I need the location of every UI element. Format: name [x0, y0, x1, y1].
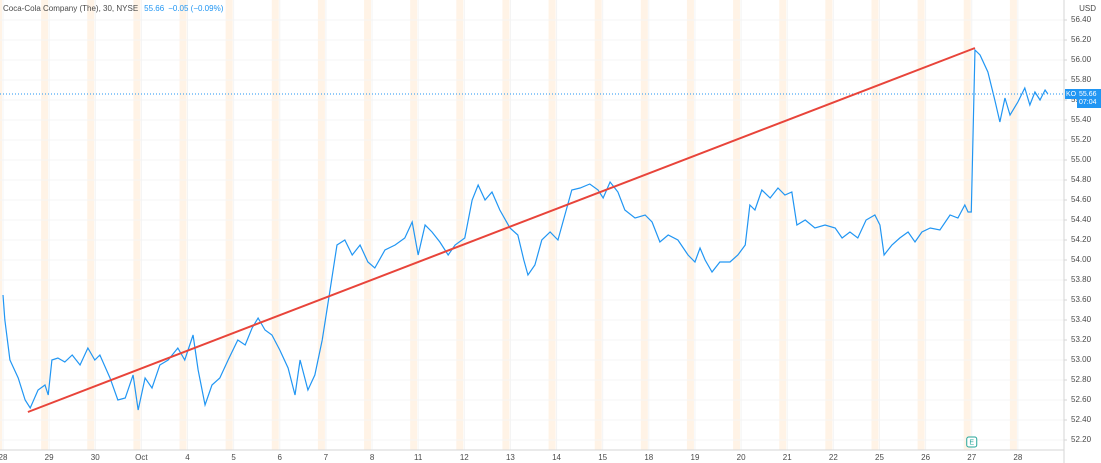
y-tick-label: 54.40 [1071, 215, 1092, 224]
session-band [317, 0, 325, 450]
chart-title: Coca-Cola Company (The), 30, NYSE [3, 4, 138, 13]
y-tick-label: 52.40 [1071, 415, 1092, 424]
y-tick-label: 54.60 [1071, 195, 1092, 204]
earnings-marker [966, 436, 978, 448]
x-tick-label: 29 [45, 453, 54, 462]
session-band [41, 0, 49, 450]
x-tick-label: 21 [783, 453, 792, 462]
y-tick-label: 52.20 [1071, 435, 1092, 444]
earnings-label: E [969, 439, 974, 446]
x-tick-label: 8 [370, 453, 375, 462]
y-tick-label: 55.80 [1071, 75, 1092, 84]
x-tick-label: 26 [921, 453, 930, 462]
y-tick-label: 53.40 [1071, 315, 1092, 324]
currency: USD [1079, 4, 1096, 13]
session-band [410, 0, 418, 450]
x-tick-label: 19 [691, 453, 700, 462]
y-tick-label: 52.60 [1071, 395, 1092, 404]
x-tick-label: 28 [1013, 453, 1022, 462]
session-band [0, 0, 2, 450]
countdown-label: 07:04 [1079, 99, 1097, 106]
session-band [640, 0, 648, 450]
session-band [87, 0, 95, 450]
y-tick-label: 54.20 [1071, 235, 1092, 244]
y-tick-label: 54.80 [1071, 175, 1092, 184]
session-band [456, 0, 464, 450]
session-band [733, 0, 741, 450]
x-tick-label: 5 [231, 453, 236, 462]
trend-line [27, 47, 976, 413]
x-tick-label: 18 [644, 453, 653, 462]
session-band [364, 0, 372, 450]
symbol-box [1065, 89, 1077, 99]
x-tick-label: 13 [506, 453, 515, 462]
session-band [548, 0, 556, 450]
session-band [963, 0, 971, 450]
session-band [271, 0, 279, 450]
y-tick-label: 53.80 [1071, 275, 1092, 284]
session-band [779, 0, 787, 450]
x-tick-label: 28 [0, 453, 8, 462]
x-tick-label: 6 [278, 453, 283, 462]
y-tick-label: 56.20 [1071, 35, 1092, 44]
session-band [502, 0, 510, 450]
y-tick-label: 52.80 [1071, 375, 1092, 384]
x-tick-label: 25 [875, 453, 884, 462]
x-tick-label: 4 [185, 453, 190, 462]
symbol-label: KO [1066, 91, 1077, 98]
session-band [871, 0, 879, 450]
y-tick-label: 55.40 [1071, 115, 1092, 124]
price-line [2, 48, 1049, 411]
y-tick-label: 55.00 [1071, 155, 1092, 164]
x-tick-label: 14 [552, 453, 561, 462]
y-tick-label: 55.20 [1071, 135, 1092, 144]
x-tick-label: 12 [460, 453, 469, 462]
last-price: 55.66 [144, 4, 165, 13]
session-band [825, 0, 833, 450]
session-band [594, 0, 602, 450]
price-change: −0.05 (−0.09%) [168, 4, 223, 13]
y-tick-label: 53.20 [1071, 335, 1092, 344]
session-band [225, 0, 233, 450]
session-band [917, 0, 925, 450]
session-band [133, 0, 141, 450]
y-tick-label: 53.00 [1071, 355, 1092, 364]
y-tick-label: 56.40 [1071, 15, 1092, 24]
price-label: 55.66 [1079, 91, 1097, 98]
session-band [686, 0, 694, 450]
x-tick-label: 11 [414, 453, 423, 462]
x-tick-label: 15 [598, 453, 607, 462]
session-band [1009, 0, 1017, 450]
x-tick-label: 30 [91, 453, 100, 462]
y-tick-label: 54.00 [1071, 255, 1092, 264]
x-tick-label: 20 [737, 453, 746, 462]
x-tick-label: Oct [135, 453, 148, 462]
y-tick-label: 56.00 [1071, 55, 1092, 64]
price-box [1077, 89, 1101, 108]
x-tick-label: 22 [829, 453, 838, 462]
x-tick-label: 27 [967, 453, 976, 462]
session-band [179, 0, 187, 450]
y-tick-label: 53.60 [1071, 295, 1092, 304]
x-tick-label: 7 [324, 453, 329, 462]
